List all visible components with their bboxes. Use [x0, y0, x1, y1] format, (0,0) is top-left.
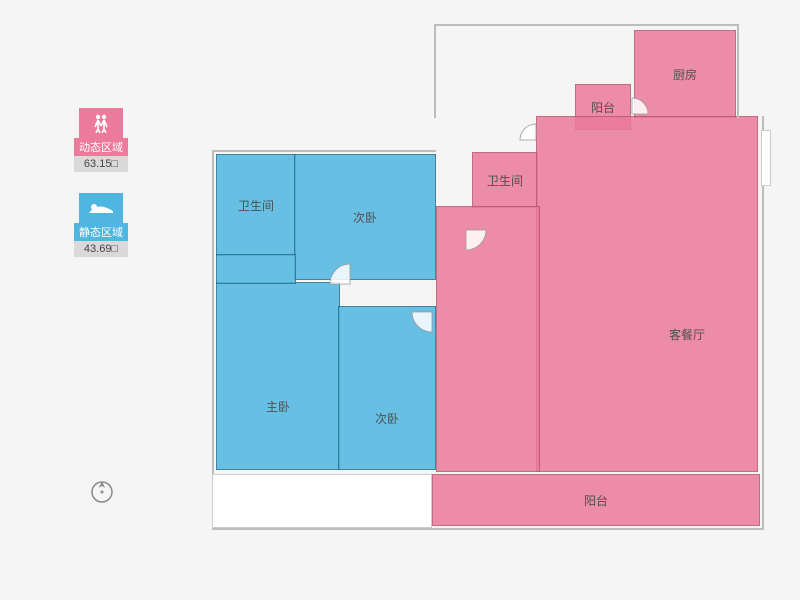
- floorplan-canvas: 动态区域 63.15□ 静态区域 43.69□ 厨房阳台卫生间客餐厅阳台卫生间次…: [0, 0, 800, 600]
- compass-icon: [88, 478, 116, 506]
- legend-dynamic-label: 动态区域: [74, 138, 128, 156]
- legend-static: 静态区域 43.69□: [74, 193, 128, 257]
- legend-dynamic-value: 63.15□: [74, 156, 128, 172]
- window: [761, 130, 771, 186]
- legend-static-label: 静态区域: [74, 223, 128, 241]
- window: [212, 474, 432, 528]
- legend-dynamic: 动态区域 63.15□: [74, 108, 128, 172]
- sleep-icon: [79, 193, 123, 223]
- legend-static-value: 43.69□: [74, 241, 128, 257]
- people-icon: [79, 108, 123, 138]
